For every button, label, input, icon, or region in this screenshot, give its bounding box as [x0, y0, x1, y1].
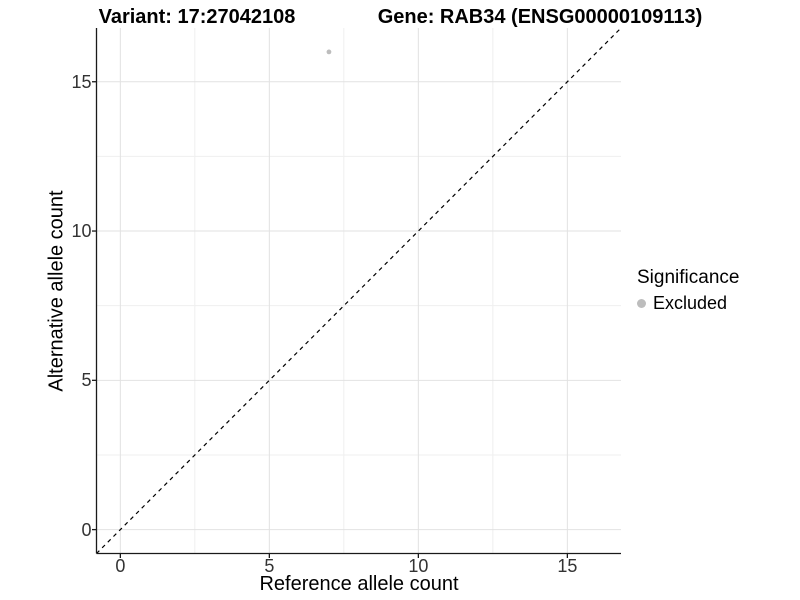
- x-tick-label-0: 0: [115, 556, 126, 576]
- y-axis-title: Alternative allele count: [45, 190, 68, 392]
- legend-item-excluded: Excluded: [637, 293, 739, 314]
- x-axis-title: Reference allele count: [259, 573, 459, 595]
- excluded-dot-icon: [637, 299, 646, 308]
- x-tick-label-10: 10: [408, 556, 429, 576]
- y-tick-label-15: 15: [71, 71, 92, 92]
- identity-reference-line: [96, 27, 622, 554]
- y-tick-label-5: 5: [81, 370, 92, 391]
- legend: Significance Excluded: [637, 267, 739, 314]
- legend-title: Significance: [637, 267, 740, 288]
- y-tick-label-0: 0: [81, 519, 92, 540]
- legend-item-label: Excluded: [653, 293, 728, 313]
- data-point: [326, 49, 332, 55]
- plot-title-gene: Gene: RAB34 (ENSG00000109113): [377, 6, 703, 28]
- y-tick-label-10: 10: [71, 221, 92, 242]
- plot-title-variant: Variant: 17:27042108: [98, 6, 296, 28]
- x-tick-label-15: 15: [557, 556, 578, 576]
- x-tick-label-5: 5: [264, 556, 275, 576]
